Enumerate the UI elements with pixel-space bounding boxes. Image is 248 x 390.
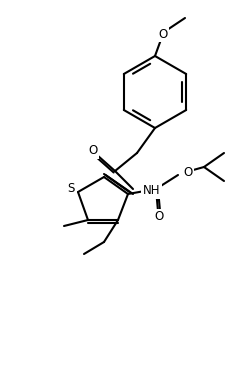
Text: O: O (154, 211, 164, 223)
Text: O: O (183, 167, 192, 179)
Text: O: O (88, 145, 98, 158)
Text: S: S (67, 183, 75, 195)
Text: O: O (158, 28, 168, 41)
Text: NH: NH (143, 184, 160, 197)
